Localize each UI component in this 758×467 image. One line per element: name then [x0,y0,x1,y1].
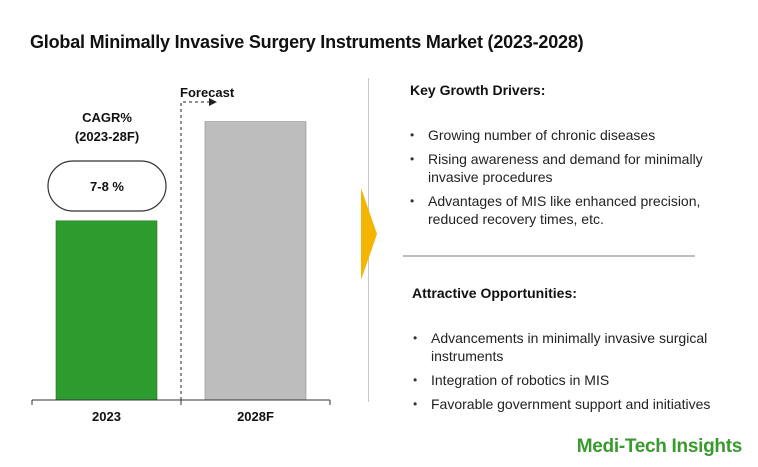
opportunity-item: • Advancements in minimally invasive surg… [411,329,711,365]
bar-chart: 2023 2028F Forecast CAGR% (2023-28F) 7-8 % [31,85,331,424]
bullet-icon: • [413,397,418,411]
bullet-icon: • [410,194,415,208]
cagr-label: CAGR% [82,110,132,125]
opportunity-item-text: Advancements in minimally invasive surgi… [431,330,708,364]
opportunity-item-text: Integration of robotics in MIS [431,372,610,388]
brand-logo-text: Medi-Tech Insights [576,436,743,457]
bullet-icon: • [413,331,418,345]
bar-2023 [55,220,158,401]
forecast-label: Forecast [180,85,235,100]
opportunity-item-text: Favorable government support and initiat… [431,396,711,412]
growth-driver-item-text: Rising awareness and demand for minimall… [428,151,703,185]
opportunity-item: • Favorable government support and initia… [411,395,711,413]
cagr-pill [47,160,167,212]
growth-drivers-list: • Growing number of chronic diseases • Risi… [408,126,708,234]
bullet-icon: • [410,152,415,166]
growth-driver-item-text: Advantages of MIS like enhanced precisio… [428,193,701,227]
bullet-icon: • [410,128,415,142]
x-tick-label: 2023 [92,409,121,424]
cagr-period-label: (2023-28F) [75,129,139,144]
growth-driver-item: • Growing number of chronic diseases [408,126,708,144]
cagr-value: 7-8 % [90,179,124,194]
bar-2028f [204,121,307,401]
chart-title: Global Minimally Invasive Surgery Instru… [30,32,584,52]
growth-driver-item-text: Growing number of chronic diseases [428,127,656,143]
growth-driver-item: • Advantages of MIS like enhanced precisi… [408,192,708,228]
x-tick-label: 2028F [237,409,274,424]
growth-driver-item: • Rising awareness and demand for minimal… [408,150,708,186]
opportunities-heading: Attractive Opportunities: [412,285,577,301]
growth-drivers-heading: Key Growth Drivers: [410,82,546,98]
arrow-chevron-icon [361,188,377,280]
opportunities-list: • Advancements in minimally invasive surg… [411,329,711,419]
bullet-icon: • [413,373,418,387]
opportunity-item: • Integration of robotics in MIS [411,371,711,389]
horizontal-divider [403,255,695,257]
